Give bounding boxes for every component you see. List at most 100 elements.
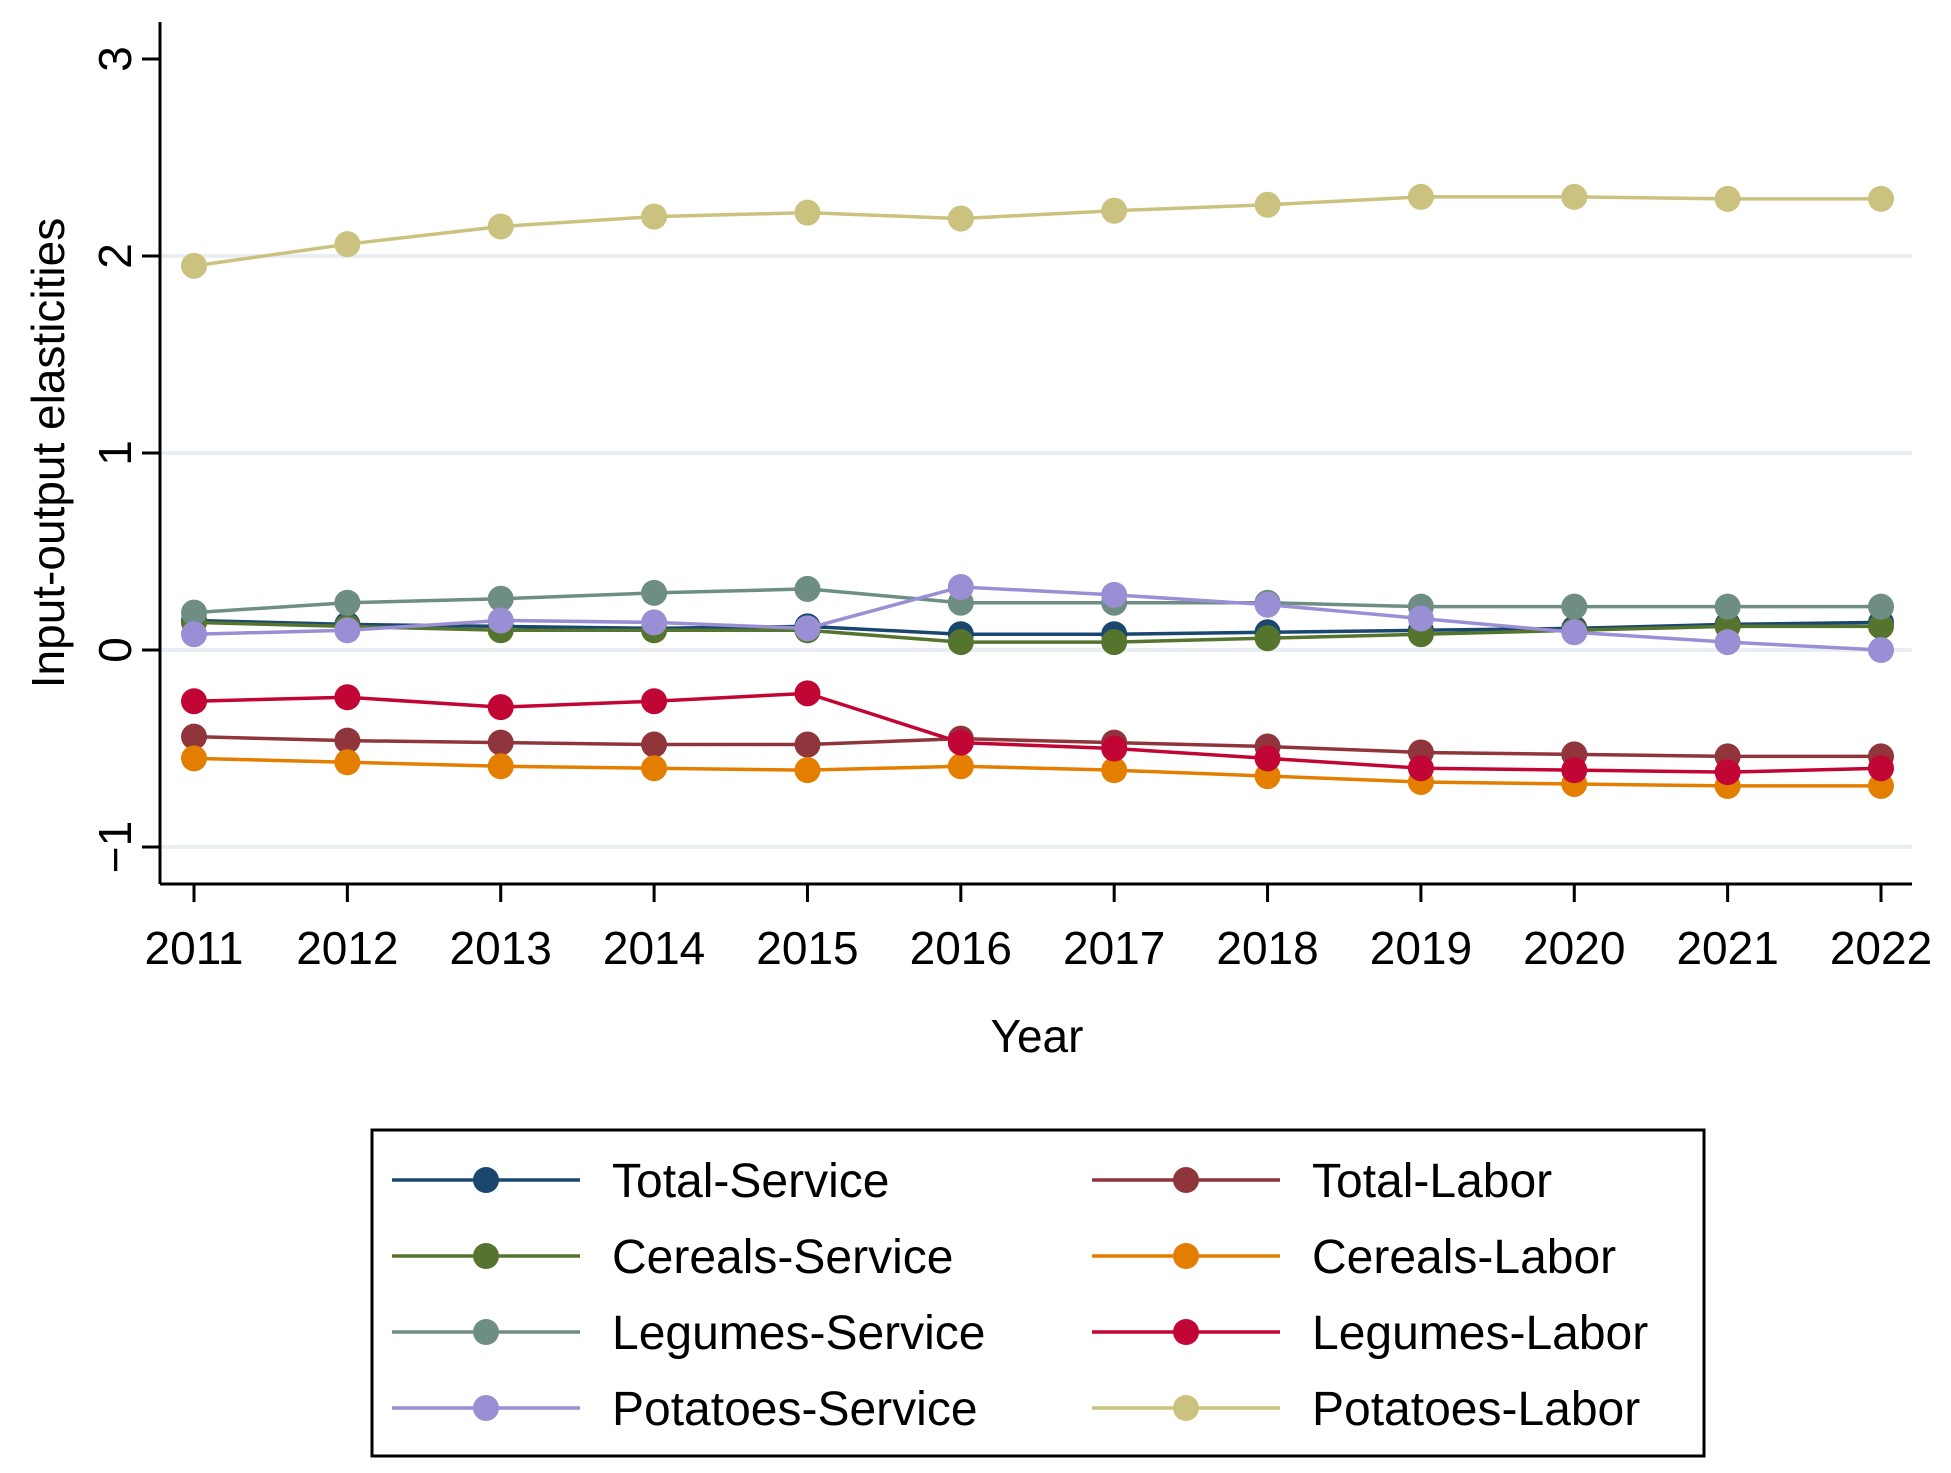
x-tick-label: 2015 xyxy=(756,922,858,974)
data-point-legumes-labor xyxy=(641,688,668,715)
legend-item-legumes-service: Legumes-Service xyxy=(392,1307,986,1360)
data-point-total-labor xyxy=(181,723,207,750)
legend-marker xyxy=(1173,1243,1199,1269)
series-line-cereals-labor xyxy=(193,756,1881,788)
legend-marker xyxy=(473,1243,499,1269)
data-point-legumes-service xyxy=(181,599,207,626)
legend-label: Total-Service xyxy=(612,1155,889,1208)
data-point-total-labor xyxy=(641,731,668,758)
legend-marker xyxy=(1173,1319,1199,1345)
data-point-cereals-labor xyxy=(181,745,207,772)
y-tick-label: 2 xyxy=(89,243,141,269)
x-ticks: 2011 2012 2013 2014 2015 2016 2017 2018 2019 2020… xyxy=(145,884,1932,974)
data-point-cereals-labor xyxy=(1101,757,1128,784)
data-point-cereals-labor xyxy=(334,749,361,776)
x-tick-label: 2021 xyxy=(1676,922,1778,974)
series-line-legumes-service xyxy=(193,587,1881,615)
data-point-potatoes-service xyxy=(181,621,207,648)
data-point-legumes-service xyxy=(641,579,668,606)
series-cereals-labor xyxy=(181,745,1894,799)
data-point-legumes-labor xyxy=(1714,759,1741,786)
data-point-potatoes-labor xyxy=(1714,185,1741,212)
y-tick-label: 3 xyxy=(89,46,141,72)
data-point-potatoes-service xyxy=(487,607,514,634)
data-point-total-labor xyxy=(334,727,361,754)
legend-item-legumes-labor: Legumes-Labor xyxy=(1092,1307,1648,1360)
legend-label: Cereals-Service xyxy=(612,1231,953,1284)
x-tick-label: 2014 xyxy=(603,922,705,974)
data-point-legumes-service xyxy=(1714,593,1741,620)
x-tick-label: 2017 xyxy=(1063,922,1165,974)
data-point-cereals-labor xyxy=(487,753,514,780)
data-point-legumes-labor xyxy=(1101,735,1128,762)
series-line-potatoes-service xyxy=(193,585,1882,652)
series-layer xyxy=(181,183,1894,799)
x-tick-label: 2016 xyxy=(910,922,1012,974)
legend-item-total-labor: Total-Labor xyxy=(1092,1155,1552,1208)
data-point-potatoes-service xyxy=(794,615,821,642)
legend-item-total-service: Total-Service xyxy=(392,1155,889,1208)
data-point-legumes-labor xyxy=(1561,757,1588,784)
data-point-total-labor xyxy=(487,729,514,756)
legend-marker xyxy=(1173,1167,1199,1193)
legend-marker xyxy=(473,1395,499,1421)
data-point-potatoes-service xyxy=(1101,581,1128,608)
data-point-potatoes-labor xyxy=(947,205,974,232)
x-tick-label: 2012 xyxy=(296,922,398,974)
x-axis-title: Year xyxy=(991,1010,1084,1062)
legend-marker xyxy=(1173,1395,1199,1421)
data-point-potatoes-labor xyxy=(1101,197,1128,224)
legend-item-cereals-labor: Cereals-Labor xyxy=(1092,1231,1616,1284)
x-tick-label: 2019 xyxy=(1370,922,1472,974)
data-point-legumes-labor xyxy=(487,694,514,721)
y-ticks: −1 0 1 2 3 xyxy=(89,46,160,873)
data-point-legumes-labor xyxy=(794,680,821,707)
data-point-potatoes-labor xyxy=(181,252,207,279)
series-line-total-service xyxy=(193,618,1882,636)
data-point-legumes-service xyxy=(334,589,361,616)
x-tick-label: 2013 xyxy=(450,922,552,974)
data-point-potatoes-labor xyxy=(1407,183,1434,210)
data-point-legumes-labor xyxy=(1868,755,1894,782)
series-potatoes-service xyxy=(181,573,1894,663)
data-point-legumes-labor xyxy=(947,729,974,756)
data-point-cereals-service xyxy=(1254,625,1281,652)
legend-label: Potatoes-Service xyxy=(612,1383,978,1436)
series-line-cereals-service xyxy=(193,620,1881,644)
data-point-potatoes-labor xyxy=(1561,183,1588,210)
data-point-potatoes-service xyxy=(334,617,361,644)
data-point-legumes-labor xyxy=(334,684,361,711)
legend-label: Legumes-Service xyxy=(612,1307,986,1360)
data-point-cereals-service xyxy=(1868,613,1894,640)
legend-box xyxy=(370,1128,1706,1458)
series-line-potatoes-labor xyxy=(193,195,1881,268)
data-point-potatoes-service xyxy=(641,609,668,636)
data-point-potatoes-labor xyxy=(1868,185,1894,212)
series-legumes-labor xyxy=(181,680,1894,786)
data-point-cereals-labor xyxy=(794,757,821,784)
y-axis-title: Input-output elasticities xyxy=(22,218,74,689)
x-tick-label: 2011 xyxy=(145,922,244,974)
data-point-cereals-labor xyxy=(947,753,974,780)
data-point-legumes-labor xyxy=(1254,745,1281,772)
legend: Total-Service Cereals-Service Legumes-Serv… xyxy=(370,1128,1706,1458)
data-point-potatoes-labor xyxy=(794,199,821,226)
data-point-legumes-service xyxy=(794,575,821,602)
legend-marker xyxy=(473,1319,499,1345)
legend-marker xyxy=(473,1167,499,1193)
legend-item-cereals-service: Cereals-Service xyxy=(392,1231,953,1284)
legend-label: Cereals-Labor xyxy=(1312,1231,1616,1284)
series-potatoes-labor xyxy=(181,183,1894,279)
legend-label: Potatoes-Labor xyxy=(1312,1383,1640,1436)
data-point-legumes-service xyxy=(487,585,514,612)
x-tick-label: 2022 xyxy=(1830,922,1932,974)
data-point-cereals-service xyxy=(1101,629,1128,656)
data-point-potatoes-service xyxy=(1561,619,1588,646)
legend-item-potatoes-service: Potatoes-Service xyxy=(392,1383,978,1436)
data-point-potatoes-service xyxy=(1254,591,1281,618)
legend-item-potatoes-labor: Potatoes-Labor xyxy=(1092,1383,1640,1436)
x-tick-label: 2020 xyxy=(1523,922,1625,974)
data-point-cereals-labor xyxy=(641,755,668,782)
data-point-total-labor xyxy=(794,731,821,758)
